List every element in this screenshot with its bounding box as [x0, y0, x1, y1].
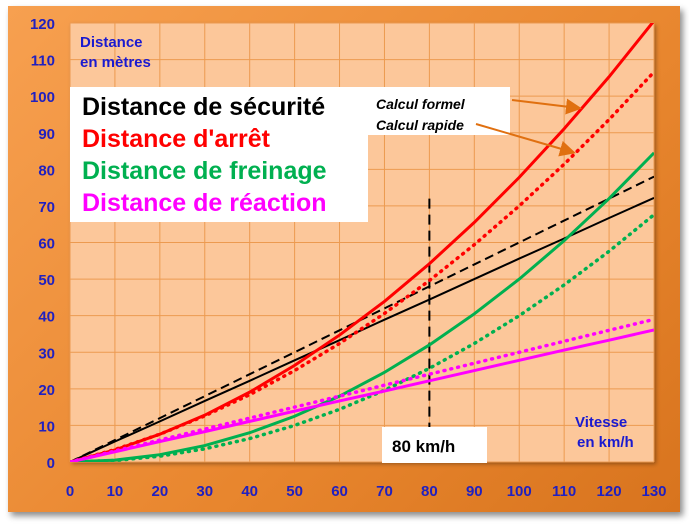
series-line-6	[70, 328, 654, 462]
y-tick-label: 20	[38, 382, 55, 399]
series-line-3	[70, 70, 654, 462]
x-tick-label: 80	[421, 483, 438, 500]
x-tick-label: 30	[196, 483, 213, 500]
x-tick-label: 50	[286, 483, 303, 500]
arrow-quick-icon	[475, 123, 576, 157]
legend-box	[70, 87, 368, 222]
x-tick-label: 40	[241, 483, 258, 500]
x-tick-label: 20	[152, 483, 169, 500]
legend-item: Distance de réaction	[82, 189, 327, 217]
y-tick-label: 50	[38, 272, 55, 289]
y-axis-label: en mètres	[80, 54, 151, 71]
x-tick-label: 70	[376, 483, 393, 500]
series-line-5	[70, 212, 654, 462]
x-tick-label: 60	[331, 483, 348, 500]
marker-label: 80 km/h	[392, 437, 455, 456]
y-tick-label: 100	[30, 89, 55, 106]
series-line-7	[70, 317, 654, 462]
x-tick-label: 10	[107, 483, 124, 500]
y-tick-label: 120	[30, 16, 55, 33]
x-tick-label: 100	[507, 483, 532, 500]
x-axis-label: Vitesse	[575, 414, 627, 431]
x-tick-label: 90	[466, 483, 483, 500]
legend-item: Distance de sécurité	[82, 93, 325, 121]
arrow-formal-icon	[511, 98, 582, 115]
y-tick-label: 110	[31, 53, 55, 70]
style-note-quick: Calcul rapide	[376, 117, 464, 133]
x-tick-label: 110	[552, 483, 576, 500]
y-tick-label: 10	[38, 418, 55, 435]
y-tick-label: 90	[38, 126, 55, 143]
y-tick-label: 80	[38, 162, 55, 179]
x-tick-label: 120	[597, 483, 622, 500]
y-axis-label: Distance	[80, 34, 143, 51]
legend-item: Distance de freinage	[82, 157, 327, 185]
legend-item: Distance d'arrêt	[82, 125, 271, 153]
style-note-formal: Calcul formel	[376, 96, 466, 112]
y-tick-label: 0	[47, 455, 55, 472]
marker-label-box	[382, 427, 487, 463]
y-tick-label: 30	[38, 345, 55, 362]
y-tick-label: 40	[38, 309, 55, 326]
series-line-2	[70, 23, 654, 462]
x-tick-label: 130	[641, 483, 666, 500]
x-tick-label: 0	[66, 483, 74, 500]
y-tick-label: 70	[38, 199, 55, 216]
x-axis-label: en km/h	[577, 434, 634, 451]
y-tick-label: 60	[38, 236, 55, 253]
